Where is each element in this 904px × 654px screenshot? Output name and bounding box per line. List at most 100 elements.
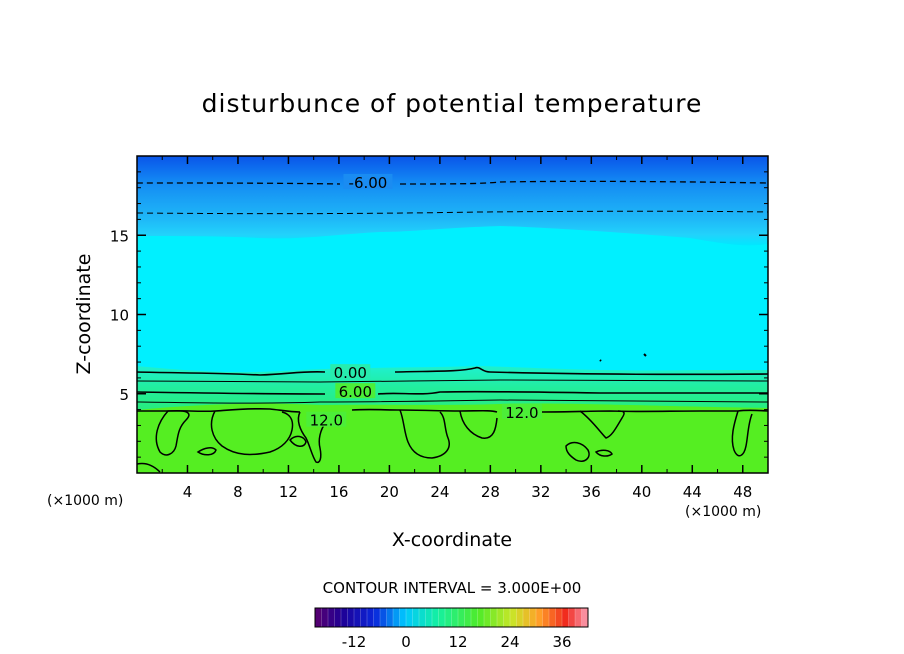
contour-blob-9 — [565, 441, 590, 462]
field-green-band — [137, 410, 768, 473]
colorbar-swatch — [373, 608, 381, 627]
colorbar-swatch — [477, 608, 485, 627]
contour-speck — [599, 353, 647, 362]
colorbar-swatch — [503, 608, 511, 627]
colorbar-swatch — [380, 608, 387, 627]
contour-blob-7 — [731, 410, 753, 457]
y-tick-label: 5 — [119, 386, 129, 404]
x-tick-label: 36 — [582, 483, 601, 501]
colorbar-swatch — [399, 608, 407, 627]
x-axis-unit-left: (×1000 m) — [47, 493, 123, 509]
x-tick-label: 16 — [329, 483, 348, 501]
x-axis-unit-right: (×1000 m) — [685, 504, 761, 520]
contour-labels: -6.00 0.006.00 12.0 12.0 — [306, 173, 542, 430]
field-upper-band — [137, 156, 768, 246]
colorbar-tick-label: 36 — [552, 633, 571, 651]
colorbar-swatch — [555, 608, 563, 627]
contour-lines — [137, 180, 768, 473]
colorbar-swatch — [568, 608, 576, 627]
colorbar-swatch — [341, 608, 348, 627]
contour-line-9 — [137, 399, 768, 404]
x-tick-label: 12 — [279, 483, 298, 501]
contour-label: 0.00 — [334, 364, 367, 382]
contour-blob-1 — [155, 410, 190, 456]
y-tick-label: 10 — [110, 307, 129, 325]
colorbar-swatch — [367, 608, 374, 627]
contour-blob-8 — [196, 447, 217, 456]
colorbar-swatch — [360, 608, 368, 627]
contour-label: 12.0 — [505, 404, 538, 422]
colorbar-tick-label: 0 — [401, 633, 411, 651]
colorbar-tick-label: -12 — [342, 633, 367, 651]
y-axis-ticks: 5 10 15 — [110, 171, 768, 458]
contour-label: 6.00 — [339, 383, 372, 401]
x-tick-label: 8 — [233, 483, 243, 501]
contour-blob-3 — [297, 411, 327, 464]
colorbar-frame — [314, 607, 589, 628]
colorbar-swatch — [328, 608, 335, 627]
colorbar-tick-label: 12 — [448, 633, 467, 651]
colorbar-swatch — [490, 608, 498, 627]
y-axis-title: Z-coordinate — [73, 254, 95, 375]
colorbar — [315, 608, 589, 627]
colorbar-swatch — [334, 608, 342, 627]
contour-label-background — [330, 364, 371, 380]
colorbar-swatch — [510, 608, 517, 627]
contour-blob-5 — [459, 410, 498, 439]
contour-line-0 — [137, 366, 768, 376]
x-tick-label: 28 — [481, 483, 500, 501]
colorbar-swatch — [438, 608, 446, 627]
contour-blob-4 — [399, 409, 450, 459]
colorbar-swatch — [458, 608, 465, 627]
contour-label-background — [306, 411, 347, 427]
colorbar-swatch — [386, 608, 394, 627]
colorbar-swatch — [315, 608, 322, 627]
x-tick-label: 20 — [380, 483, 399, 501]
x-tick-label: 44 — [683, 483, 702, 501]
contour-label-background — [335, 383, 376, 399]
colorbar-ticks: -12 0 12 24 36 — [342, 633, 572, 651]
colorbar-swatch — [354, 608, 361, 627]
contour-line-neg-3 — [137, 210, 768, 215]
contour-label: 12.0 — [310, 412, 343, 430]
colorbar-swatch — [451, 608, 459, 627]
contour-blob-10 — [594, 449, 613, 457]
contour-line-6 — [137, 390, 768, 395]
colorbar-swatch — [393, 608, 400, 627]
contour-blob-6 — [579, 410, 625, 439]
contour-line-neg-6 — [137, 180, 768, 185]
x-axis-ticks: 4 8 12 16 20 24 28 32 36 40 44 48 — [161, 156, 752, 501]
colorbar-swatch — [432, 608, 439, 627]
colorbar-swatch — [419, 608, 426, 627]
colorbar-swatch — [575, 608, 582, 627]
x-tick-label: 24 — [430, 483, 449, 501]
colorbar-swatch — [321, 608, 329, 627]
contour-label-background — [343, 173, 393, 189]
colorbar-swatch — [464, 608, 472, 627]
colorbar-swatch — [529, 608, 537, 627]
contour-blob-12 — [137, 462, 161, 473]
x-tick-label: 4 — [183, 483, 193, 501]
colorbar-swatch — [536, 608, 543, 627]
contour-label-background — [501, 403, 542, 419]
colorbar-swatch — [549, 608, 556, 627]
x-tick-label: 32 — [531, 483, 550, 501]
chart-title: disturbunce of potential temperature — [202, 89, 703, 118]
colorbar-swatch — [425, 608, 433, 627]
x-tick-label: 40 — [632, 483, 651, 501]
contour-blob-11 — [289, 435, 307, 447]
colorbar-swatch — [497, 608, 504, 627]
contour-label: -6.00 — [349, 174, 388, 192]
colorbar-swatch — [406, 608, 413, 627]
contour-field — [137, 156, 768, 473]
colorbar-swatch — [516, 608, 524, 627]
colorbar-swatch — [412, 608, 420, 627]
colorbar-swatch — [445, 608, 452, 627]
colorbar-swatch — [347, 608, 355, 627]
colorbar-swatch — [523, 608, 530, 627]
colorbar-swatch — [542, 608, 550, 627]
contour-interval-text: CONTOUR INTERVAL = 3.000E+00 — [323, 579, 582, 597]
colorbar-swatch — [562, 608, 569, 627]
x-axis-title: X-coordinate — [392, 529, 512, 551]
